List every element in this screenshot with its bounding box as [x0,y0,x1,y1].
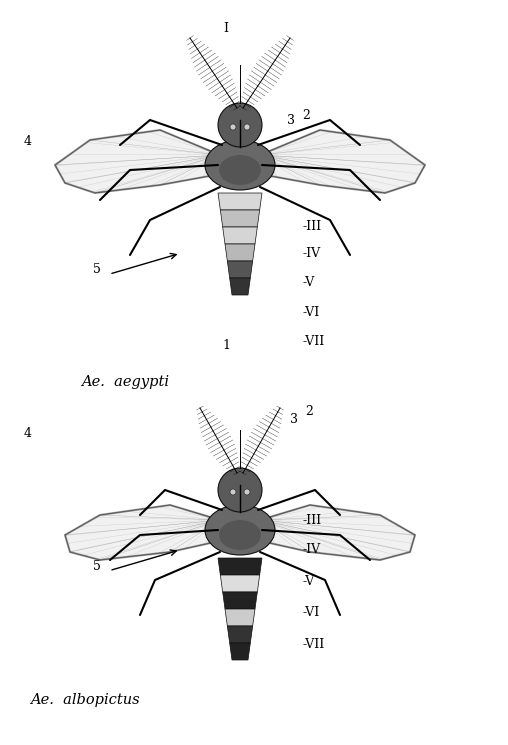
Text: -III: -III [302,513,322,527]
Ellipse shape [218,103,262,147]
Text: 5: 5 [92,559,101,573]
Text: Ae.  albopictus: Ae. albopictus [30,694,140,707]
Ellipse shape [230,489,236,495]
Text: -VII: -VII [302,638,325,651]
Polygon shape [230,278,250,295]
Text: 3: 3 [287,114,295,127]
Polygon shape [220,210,260,227]
Polygon shape [223,592,258,609]
Ellipse shape [205,505,275,555]
Ellipse shape [244,489,250,495]
Polygon shape [228,626,252,643]
Ellipse shape [205,140,275,190]
Text: -VI: -VI [302,606,320,619]
Polygon shape [218,558,262,575]
Text: I: I [224,22,229,35]
Text: 5: 5 [92,263,101,276]
Text: -V: -V [302,276,314,289]
Polygon shape [260,505,415,560]
Text: 2: 2 [305,405,313,419]
Polygon shape [218,193,262,210]
Polygon shape [223,227,258,244]
Text: -VI: -VI [302,305,320,319]
Polygon shape [228,261,252,278]
Polygon shape [225,244,255,261]
Polygon shape [220,575,260,592]
Polygon shape [65,505,220,560]
Polygon shape [225,609,255,626]
Polygon shape [55,130,220,193]
Text: 4: 4 [24,135,32,148]
Text: Ae.  aegypti: Ae. aegypti [81,375,169,389]
Text: -V: -V [302,574,314,588]
Text: 1: 1 [222,339,230,352]
Text: -VII: -VII [302,335,325,348]
Ellipse shape [244,124,250,130]
Text: -IV: -IV [302,543,321,557]
Ellipse shape [230,124,236,130]
Text: 2: 2 [302,109,310,122]
Ellipse shape [219,155,261,185]
Text: -III: -III [302,220,322,233]
Polygon shape [230,643,250,660]
Polygon shape [260,130,425,193]
Ellipse shape [218,468,262,512]
Text: -IV: -IV [302,247,321,260]
Ellipse shape [219,520,261,550]
Text: 3: 3 [290,413,298,426]
Text: 4: 4 [24,427,32,440]
